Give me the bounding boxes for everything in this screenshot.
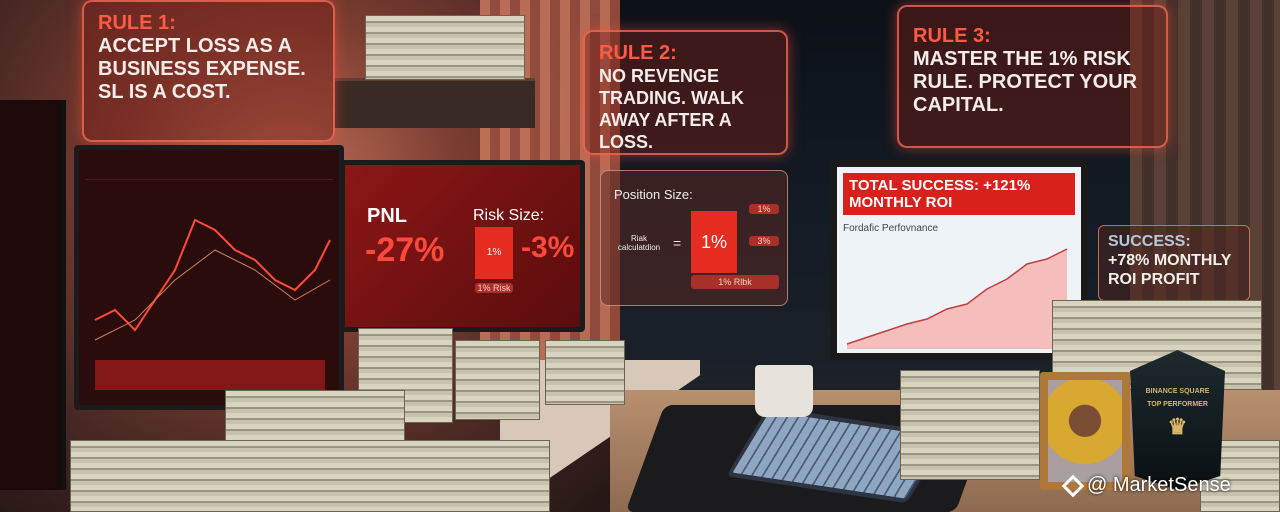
equals-sign: = bbox=[673, 235, 682, 251]
rule-title: Rule 2: bbox=[599, 42, 677, 64]
rule-3-panel: Rule 3: Master the 1% risk rule. Protect… bbox=[897, 5, 1168, 148]
volume-bars bbox=[95, 360, 325, 390]
trading-chart-monitor bbox=[74, 145, 344, 410]
shelf bbox=[335, 78, 535, 128]
money-stack bbox=[545, 340, 625, 405]
portrait-photo bbox=[1048, 380, 1122, 482]
binance-logo-icon bbox=[1061, 474, 1085, 497]
rule-title: Rule 1: bbox=[98, 12, 176, 34]
rule-body: No revenge trading. Walk away after a lo… bbox=[599, 66, 744, 152]
success-title: Success: bbox=[1108, 233, 1191, 250]
position-caption: 1% Rlbk bbox=[691, 275, 779, 289]
success-body: +78% Monthly ROI Profit bbox=[1108, 252, 1232, 288]
side-monitor bbox=[0, 100, 66, 490]
money-stack bbox=[455, 340, 540, 420]
performance-area bbox=[847, 249, 1067, 349]
moving-average bbox=[94, 249, 331, 341]
price-line bbox=[94, 218, 331, 332]
rule-2-panel: Rule 2: No revenge trading. Walk away af… bbox=[583, 30, 788, 155]
chart-title: Fordafic Perfovnance bbox=[843, 223, 939, 234]
chart-header bbox=[85, 156, 333, 180]
position-size-panel: Position Size: Riak calculatdion = 1% 1%… bbox=[600, 170, 788, 306]
performance-monitor: TOTAL SUCCESS: +121% MONTHLY ROI Fordafi… bbox=[830, 160, 1088, 360]
mug bbox=[755, 365, 813, 417]
trophy-line-1: BINANCE SQUARE bbox=[1145, 388, 1210, 395]
trophy-line-2: TOP PERFORMER bbox=[1147, 401, 1208, 408]
pnl-label: PNL bbox=[367, 205, 407, 227]
pnl-monitor: PNL -27% Risk Size: 1% -3% 1% Risk bbox=[340, 160, 585, 332]
performance-line bbox=[846, 248, 1068, 345]
position-box: 1% bbox=[691, 211, 737, 273]
photo-frame bbox=[1040, 372, 1130, 490]
pnl-value: -27% bbox=[365, 231, 445, 269]
rule-1-panel: Rule 1: Accept loss as a business expens… bbox=[82, 0, 335, 142]
rule-title: Rule 3: bbox=[913, 25, 991, 47]
watermark: @ MarketSense bbox=[1061, 474, 1231, 497]
risk-size-label: Risk Size: bbox=[473, 207, 545, 224]
risk-value: -3% bbox=[521, 231, 575, 264]
chip-3pct: 3% bbox=[749, 236, 779, 246]
money-stack bbox=[70, 440, 550, 512]
position-title: Position Size: bbox=[614, 187, 693, 202]
watermark-text: @ MarketSense bbox=[1087, 474, 1231, 496]
performance-chart bbox=[846, 248, 1068, 349]
risk-caption: 1% Risk bbox=[475, 283, 513, 293]
rule-body: Master the 1% risk rule. Protect your ca… bbox=[913, 48, 1138, 116]
rule-body: Accept loss as a business expense. SL is… bbox=[98, 35, 306, 103]
candlestick-chart bbox=[94, 218, 331, 390]
money-stack bbox=[900, 370, 1040, 480]
trophy: BINANCE SQUARE TOP PERFORMER ♛ bbox=[1130, 350, 1225, 490]
money-stack bbox=[365, 15, 525, 80]
calc-label: Riak calculatdion bbox=[617, 234, 661, 252]
trophy-emblem-icon: ♛ bbox=[1167, 414, 1188, 439]
roi-banner: TOTAL SUCCESS: +121% MONTHLY ROI bbox=[843, 173, 1075, 215]
success-panel: Success: +78% Monthly ROI Profit bbox=[1098, 225, 1250, 301]
chip-1pct: 1% bbox=[749, 204, 779, 214]
risk-box: 1% bbox=[475, 227, 513, 279]
